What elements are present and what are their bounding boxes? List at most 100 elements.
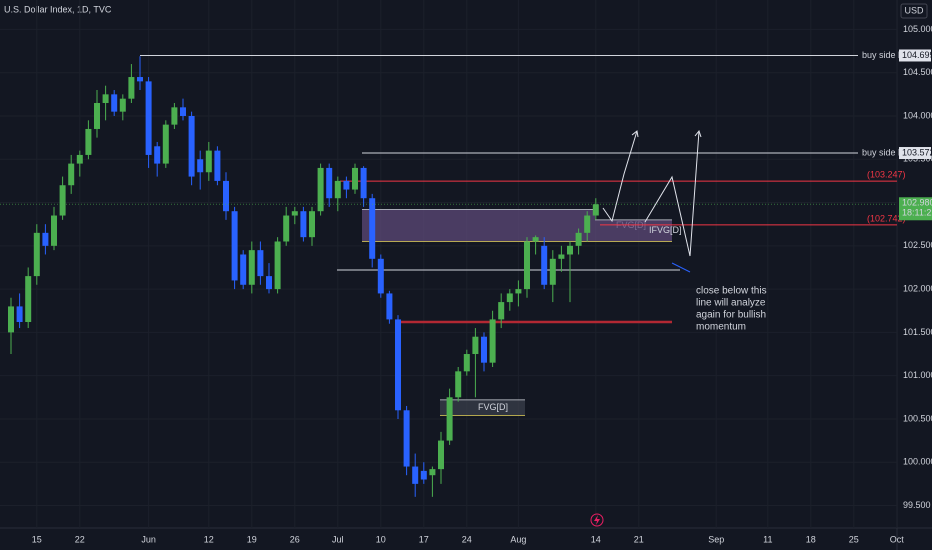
candle-body: [438, 440, 444, 470]
note-line: again for bullish: [696, 310, 766, 321]
x-tick-label: Sep: [708, 534, 724, 544]
candle-body: [515, 289, 522, 294]
candle-body: [33, 232, 40, 277]
x-tick-label: Jul: [332, 534, 344, 544]
candle-body: [506, 293, 513, 303]
candle-body: [85, 128, 92, 155]
price-tag-label: 103.572: [902, 147, 932, 157]
last-price-label: 102.980: [902, 198, 932, 208]
candle-body: [154, 146, 161, 164]
currency-button[interactable]: [900, 3, 928, 19]
zone-label: IFVG[D]: [649, 225, 682, 235]
candle-body: [352, 167, 358, 190]
icon-bolt[interactable]: [594, 515, 600, 525]
x-tick-label: 11: [763, 534, 772, 544]
candle-body: [257, 250, 264, 277]
icon-ring[interactable]: [590, 513, 604, 527]
candle-body: [463, 354, 470, 372]
candle-body: [197, 159, 204, 173]
candle-body: [395, 319, 401, 411]
candle-body: [549, 258, 556, 285]
arrow-head: [694, 129, 702, 138]
zone-label: FVG[D]: [478, 402, 508, 412]
candle-body: [248, 250, 255, 285]
candle-body: [575, 232, 582, 246]
chart-title: U.S. Dollar Index, 1D, TVC: [4, 4, 112, 14]
candle-body: [567, 245, 573, 255]
x-tick-label: Aug: [510, 534, 526, 544]
candle-body: [412, 466, 419, 484]
candle-body: [102, 94, 109, 104]
x-tick-label: 24: [462, 534, 472, 544]
candle-body: [455, 371, 462, 398]
fvg-zone: [440, 399, 525, 416]
candle-body: [8, 306, 14, 333]
x-tick-label: Oct: [890, 534, 905, 544]
y-tick-label: 100.500: [903, 413, 932, 423]
candle-body: [137, 77, 143, 82]
candle-body: [377, 258, 384, 294]
y-tick-label: 105.000: [903, 24, 932, 34]
candle-body: [326, 167, 333, 199]
candle-body: [524, 241, 530, 290]
level-price-label: (102.742): [867, 213, 906, 223]
candle-body: [205, 150, 212, 173]
flash-icon[interactable]: [590, 513, 604, 527]
x-tick-label: 10: [376, 534, 386, 544]
candle-body: [317, 167, 324, 212]
y-tick-label: 101.500: [903, 327, 932, 337]
y-tick-label: 102.000: [903, 283, 932, 293]
candle-body: [42, 232, 49, 246]
projection-arrows: [602, 129, 702, 273]
candle-body: [420, 470, 427, 480]
x-tick-label: 12: [204, 534, 214, 544]
fvg-zone: [362, 209, 595, 242]
countdown: 18:11:22: [902, 208, 932, 218]
x-tick-label: 19: [247, 534, 257, 544]
note-line: line will analyze: [696, 298, 766, 309]
y-tick-label: 102.500: [903, 240, 932, 250]
candle-body: [369, 198, 376, 259]
candle-body: [532, 237, 539, 242]
y-tick-label: 104.000: [903, 110, 932, 120]
price-tag: [899, 147, 931, 160]
candle-body: [481, 336, 487, 363]
x-tick-label: 18: [806, 534, 816, 544]
x-tick-label: 26: [290, 534, 300, 544]
note-line: close below this: [696, 286, 767, 297]
candle-body: [498, 302, 505, 320]
candle-body: [231, 211, 238, 281]
candle-body: [214, 150, 221, 181]
currency[interactable]: USD: [904, 5, 924, 15]
candle-body: [592, 204, 599, 216]
candle-body: [334, 180, 341, 199]
candle-body: [145, 81, 152, 155]
candle-body: [25, 276, 32, 322]
last-price-tag: [899, 197, 932, 221]
candle-body: [291, 211, 298, 216]
candle-body: [111, 94, 118, 112]
x-tick-label: 22: [75, 534, 85, 544]
price-tag: [899, 49, 931, 62]
level-price-label: (103.247): [867, 170, 906, 180]
pointer-line: [671, 262, 691, 273]
y-tick-label: 99.500: [903, 500, 931, 510]
candle-body: [94, 103, 100, 129]
level-note: buy side liq: [862, 50, 907, 60]
projection-path: [644, 130, 700, 257]
candle-body: [360, 167, 367, 199]
candle-body: [489, 319, 496, 363]
x-tick-label: 14: [591, 534, 601, 544]
candle-body: [584, 215, 591, 233]
y-tick-label: 100.000: [903, 457, 932, 467]
note-line: momentum: [696, 322, 746, 333]
x-tick-label: 15: [32, 534, 42, 544]
candle-body: [300, 211, 307, 238]
candle-body: [240, 254, 247, 285]
x-tick-label: Jun: [141, 534, 156, 544]
candle-body: [68, 163, 75, 186]
arrow-head: [631, 130, 639, 138]
candle-body: [541, 245, 548, 285]
